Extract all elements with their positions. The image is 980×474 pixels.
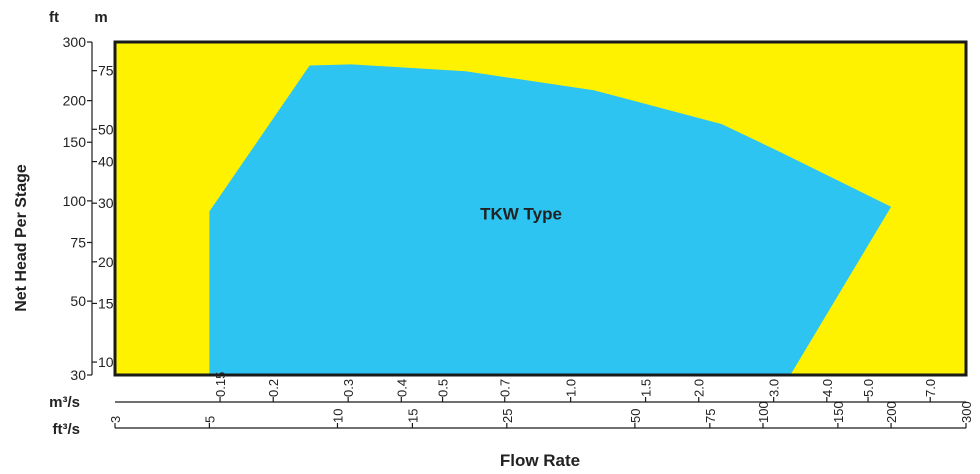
x-tick-label-m3s: 0.15 <box>213 372 228 397</box>
x-tick-label-m3s: 0.3 <box>341 379 356 397</box>
x-unit-m3s: m³/s <box>49 394 80 411</box>
y-axis-title: Net Head Per Stage <box>13 164 30 312</box>
x-tick-label-ft3s: 5 <box>202 416 217 423</box>
x-tick-label-ft3s: 150 <box>831 401 846 423</box>
y-axis-ft: 30 50 75 100 150 200 300 <box>63 34 93 383</box>
y-tick-label-ft: 150 <box>63 134 87 150</box>
y-tick-label-ft: 300 <box>63 34 87 50</box>
y-tick-label-m: 20 <box>98 254 114 270</box>
x-tick-label-m3s: 1.0 <box>564 379 579 397</box>
y-tick-label-ft: 200 <box>63 93 87 109</box>
y-tick-label-m: 75 <box>98 63 114 79</box>
x-tick-label-ft3s: 300 <box>959 401 974 423</box>
x-tick-label-ft3s: 75 <box>703 409 718 423</box>
x-tick-label-ft3s: 25 <box>500 409 515 423</box>
x-tick-label-ft3s: 200 <box>884 401 899 423</box>
x-tick-label-m3s: 1.5 <box>639 379 654 397</box>
y-tick-label-m: 30 <box>98 195 114 211</box>
x-tick-label-m3s: 0.2 <box>266 379 281 397</box>
operating-envelope-region <box>209 64 892 376</box>
x-axis-m3s: 0.15 0.2 0.3 0.4 0.5 0.7 1.0 1.5 2.0 3.0 4.0 5.0 7.0 <box>115 372 966 403</box>
y-tick-label-m: 40 <box>98 154 114 170</box>
y-axis-m: 10 15 20 30 40 50 75 <box>92 63 114 370</box>
x-tick-label-m3s: 0.7 <box>498 379 513 397</box>
x-tick-label-m3s: 5.0 <box>861 379 876 397</box>
y-tick-label-m: 15 <box>98 295 114 311</box>
x-tick-label-m3s: 3.0 <box>767 379 782 397</box>
x-tick-label-ft3s: 3 <box>108 416 123 423</box>
x-tick-label-m3s: 0.4 <box>394 379 409 397</box>
y-tick-label-ft: 100 <box>63 193 87 209</box>
x-axis-title: Flow Rate <box>500 451 580 470</box>
x-tick-label-ft3s: 15 <box>405 409 420 423</box>
y-tick-label-m: 50 <box>98 121 114 137</box>
x-tick-label-m3s: 7.0 <box>923 379 938 397</box>
y-tick-label-m: 10 <box>98 354 114 370</box>
y-unit-ft: ft <box>49 9 59 26</box>
y-unit-m: m <box>94 9 107 26</box>
y-tick-label-ft: 30 <box>70 367 86 383</box>
x-tick-label-m3s: 0.5 <box>436 379 451 397</box>
x-tick-label-m3s: 4.0 <box>820 379 835 397</box>
y-tick-label-ft: 75 <box>70 234 86 250</box>
x-tick-label-ft3s: 50 <box>628 409 643 423</box>
plot-frame <box>113 40 968 377</box>
region-label: TKW Type <box>480 204 562 223</box>
x-tick-label-m3s: 2.0 <box>692 379 707 397</box>
x-axis-ft3s: 3 5 10 15 25 50 75 100 150 200 300 <box>108 401 974 429</box>
y-tick-label-ft: 50 <box>70 293 86 309</box>
x-tick-label-ft3s: 10 <box>331 409 346 423</box>
x-tick-label-ft3s: 100 <box>756 401 771 423</box>
x-unit-ft3s: ft³/s <box>53 421 81 438</box>
